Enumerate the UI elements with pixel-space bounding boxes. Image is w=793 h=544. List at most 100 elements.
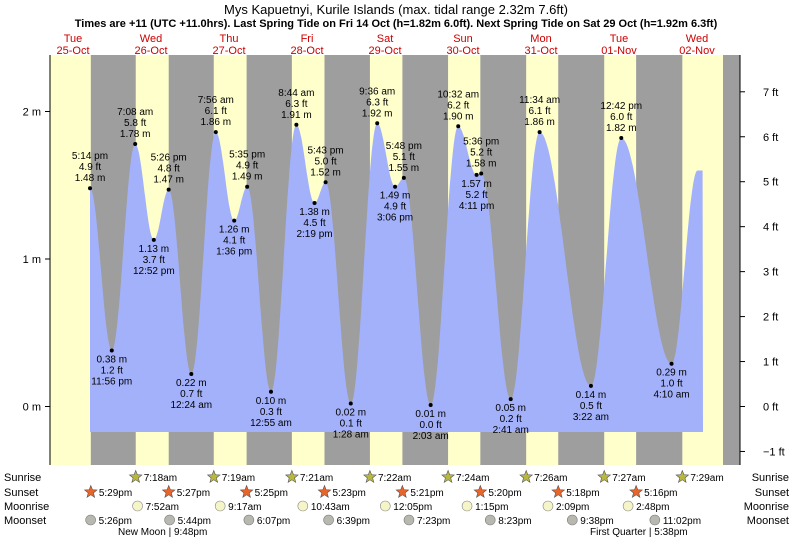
low-tide-meters: 0.14 m [576, 390, 607, 401]
day-headers: Tue25-OctWed26-OctThu27-OctFri28-OctSat2… [56, 33, 715, 57]
day-date: 30-Oct [446, 45, 479, 57]
moonrise-time: 12:05pm [393, 502, 432, 513]
sunrise-icon [206, 469, 221, 483]
low-tide-point [151, 237, 156, 242]
high-tide-point [619, 136, 624, 141]
day-date: 29-Oct [368, 45, 401, 57]
high-tide-time: 11:34 am [519, 95, 560, 106]
low-tide-feet: 1.0 ft [660, 379, 682, 390]
high-tide-point [456, 124, 461, 129]
moonrise-time: 9:17am [228, 502, 261, 513]
moonrise-icon [622, 500, 634, 512]
low-tide-point [268, 389, 273, 394]
sunset-time: 5:16pm [644, 488, 677, 499]
moonset-icon [567, 514, 578, 526]
high-tide-point [133, 141, 138, 146]
low-tide-feet: 1.2 ft [101, 365, 123, 376]
high-tide-feet: 5.2 ft [470, 147, 492, 158]
high-tide-meters: 1.90 m [443, 111, 474, 122]
low-tide-time: 3:06 pm [377, 213, 413, 224]
moonrise-row-label-right: Moonrise [744, 501, 789, 513]
high-tide-point [245, 184, 250, 189]
sunset-time: 5:27pm [177, 488, 210, 499]
astro-rows: Sunrise Sunrise Sunset Sunset Moonrise Moonri… [4, 469, 789, 538]
day-name: Sun [453, 33, 473, 45]
high-tide-point [166, 187, 171, 192]
sunset-icon [161, 484, 176, 498]
moon-phase-label: First Quarter | 5:38pm [590, 527, 688, 538]
high-tide-meters: 1.86 m [524, 117, 555, 128]
high-tide-feet: 4.9 ft [79, 162, 101, 173]
low-tide-meters: 0.10 m [256, 396, 287, 407]
low-tide-time: 2:41 am [493, 425, 529, 436]
right-margin [723, 55, 740, 465]
sunrise-icon [597, 469, 612, 483]
high-tide-meters: 1.92 m [362, 108, 393, 119]
left-tick-label: 0 m [23, 402, 41, 414]
high-tide-point [294, 122, 299, 127]
high-tide-point [401, 175, 406, 180]
low-tide-feet: 4.1 ft [223, 236, 245, 247]
sunset-icon [395, 484, 410, 498]
low-tide-meters: 0.02 m [335, 408, 366, 419]
high-tide-time: 5:43 pm [308, 145, 344, 156]
moonrise-time: 2:09pm [556, 502, 589, 513]
high-tide-feet: 4.8 ft [158, 164, 180, 175]
low-tide-feet: 0.7 ft [180, 389, 202, 400]
low-tide-time: 4:11 pm [459, 201, 494, 212]
low-tide-meters: 0.29 m [656, 368, 687, 379]
moonset-row-label-right: Moonset [747, 515, 789, 527]
low-tide-point [428, 403, 433, 408]
low-tide-meters: 0.22 m [176, 378, 207, 389]
high-tide-feet: 6.3 ft [366, 97, 388, 108]
high-tide-feet: 5.1 ft [393, 152, 415, 163]
moonset-time: 5:26pm [99, 516, 132, 527]
high-tide-meters: 1.78 m [120, 129, 151, 140]
day-date: 31-Oct [524, 45, 557, 57]
low-tide-feet: 4.9 ft [384, 202, 406, 213]
high-tide-feet: 4.9 ft [236, 161, 258, 172]
high-tide-time: 8:44 am [278, 88, 314, 99]
high-tide-time: 5:48 pm [386, 141, 422, 152]
sunrise-icon [519, 469, 534, 483]
low-tide-feet: 5.2 ft [465, 190, 487, 201]
right-tick-label: 7 ft [763, 87, 778, 99]
high-tide-feet: 6.1 ft [205, 106, 227, 117]
low-tide-meters: 1.13 m [139, 244, 170, 255]
high-tide-meters: 1.49 m [232, 172, 263, 183]
low-tide-point [232, 218, 237, 223]
day-name: Wed [140, 33, 162, 45]
moonset-icon [484, 514, 496, 526]
day-date: 02-Nov [679, 45, 715, 57]
moonrise-time: 2:48pm [636, 502, 669, 513]
high-tide-feet: 6.2 ft [447, 100, 469, 111]
sunset-row-label-right: Sunset [755, 487, 789, 499]
sunset-icon [317, 484, 332, 498]
low-tide-point [348, 401, 353, 406]
sunset-time: 5:20pm [488, 488, 521, 499]
high-tide-feet: 5.0 ft [314, 156, 336, 167]
moonrise-row-label-left: Moonrise [4, 501, 49, 513]
moonset-time: 6:07pm [257, 516, 290, 527]
right-tick-label: −1 ft [763, 446, 785, 458]
high-tide-point [479, 171, 484, 176]
tide-area [90, 123, 703, 433]
moonset-icon [403, 514, 415, 526]
day-band [50, 55, 91, 465]
left-tick-label: 2 m [23, 107, 41, 119]
moonrise-icon [542, 500, 554, 512]
moonrise-time: 1:15pm [475, 502, 508, 513]
sunrise-row-label-right: Sunrise [752, 472, 789, 484]
day-name: Tue [64, 33, 83, 45]
low-tide-point [474, 172, 479, 177]
sunset-icon [473, 484, 488, 498]
tide-area-path [90, 123, 703, 433]
high-tide-time: 5:36 pm [463, 136, 499, 147]
low-tide-time: 1:36 pm [216, 247, 252, 258]
moonset-time: 5:44pm [178, 516, 211, 527]
day-date: 25-Oct [56, 45, 89, 57]
high-tide-meters: 1.82 m [606, 123, 637, 134]
moonrise-time: 7:52am [146, 502, 179, 513]
sunrise-time: 7:27am [612, 473, 645, 484]
moonrise-icon [297, 500, 309, 512]
